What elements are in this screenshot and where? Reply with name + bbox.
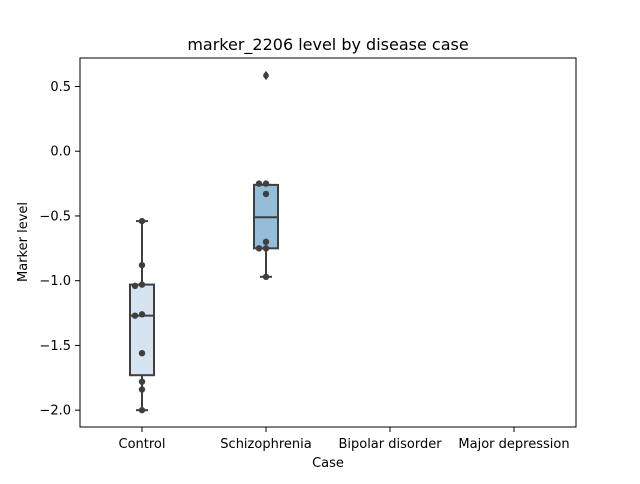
data-point xyxy=(138,406,146,414)
x-axis-label: Case xyxy=(312,456,344,471)
data-point xyxy=(262,245,270,252)
y-tick-label: −1.0 xyxy=(39,274,71,289)
data-point xyxy=(138,350,146,357)
data-point xyxy=(138,311,146,318)
axes-frame xyxy=(79,57,577,428)
x-tick-label: Control xyxy=(119,437,166,452)
y-axis-label: Marker level xyxy=(16,202,31,282)
data-point xyxy=(138,378,146,385)
data-point xyxy=(255,180,263,187)
data-point xyxy=(262,238,270,246)
data-point xyxy=(138,281,146,288)
data-point xyxy=(262,180,270,187)
y-tick-label: 0.0 xyxy=(50,145,71,160)
data-point xyxy=(138,386,146,393)
y-tick-label: −0.5 xyxy=(39,209,71,224)
data-point xyxy=(262,273,270,281)
y-tick-label: 0.5 xyxy=(50,80,71,95)
data-point xyxy=(138,261,146,269)
box-outlier xyxy=(263,72,269,81)
x-tick-label: Schizophrenia xyxy=(220,437,311,452)
data-point xyxy=(131,282,139,290)
x-tick-label: Bipolar disorder xyxy=(338,437,442,452)
data-point xyxy=(138,217,146,225)
y-tick-label: −2.0 xyxy=(39,404,71,419)
y-tick-label: −1.5 xyxy=(39,339,71,354)
box-body xyxy=(129,283,155,377)
plot-area xyxy=(129,70,279,414)
data-point xyxy=(131,312,139,319)
axes-ticks: Control Schizophrenia Bipolar disorder Majo… xyxy=(39,80,569,452)
data-point xyxy=(262,190,270,198)
x-tick-label: Major depression xyxy=(458,437,569,452)
data-point xyxy=(255,245,263,252)
chart-title: marker_2206 level by disease case xyxy=(187,35,468,55)
